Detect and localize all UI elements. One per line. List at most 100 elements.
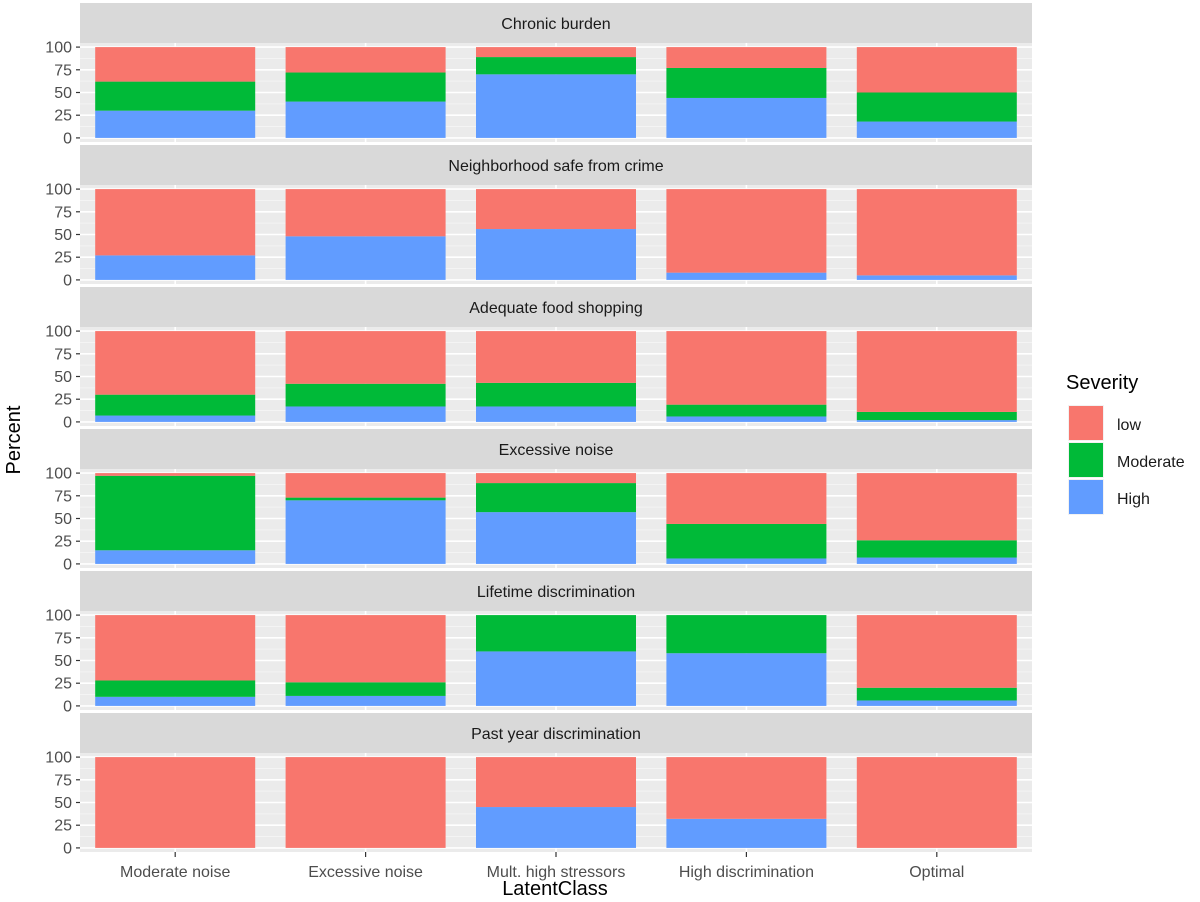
bar-segment-high-mult-high-stressors (476, 406, 636, 422)
facet-lifetime-discrimination: Lifetime discrimination 0 25 50 75 100 (45, 571, 1032, 715)
bar-segment-moderate-excessive-noise (285, 72, 446, 102)
x-tick-label-excessive-noise: Excessive noise (308, 864, 423, 881)
x-tick-label-moderate-noise: Moderate noise (120, 864, 230, 881)
legend: Severity low Moderate High (1066, 372, 1185, 515)
facet-excessive-noise: Excessive noise 0 25 50 75 100 (45, 429, 1032, 573)
facet-title: Past year discrimination (471, 726, 641, 743)
bar-segment-low-excessive-noise (285, 473, 446, 498)
facet-title: Neighborhood safe from crime (448, 158, 663, 175)
y-tick-label: 25 (54, 676, 72, 693)
bar-segment-moderate-moderate-noise (95, 680, 256, 697)
bar-segment-low-high-discrimination (666, 47, 827, 68)
y-tick-label: 100 (45, 182, 72, 199)
y-tick-label: 50 (54, 511, 72, 528)
y-tick-label: 25 (54, 250, 72, 267)
bar-segment-moderate-moderate-noise (95, 475, 256, 551)
y-tick-label: 75 (54, 488, 72, 505)
bar-segment-moderate-mult-high-stressors (476, 57, 636, 75)
bar-segment-high-excessive-noise (285, 236, 446, 280)
y-tick-label: 100 (45, 40, 72, 57)
bar-segment-low-moderate-noise (95, 331, 256, 395)
bar-segment-high-high-discrimination (666, 416, 827, 422)
y-tick-label: 0 (63, 698, 72, 715)
bar-segment-low-mult-high-stressors (476, 47, 636, 58)
legend-title: Severity (1066, 372, 1138, 394)
bar-segment-moderate-moderate-noise (95, 394, 256, 416)
y-tick-label: 50 (54, 653, 72, 670)
bar-segment-moderate-excessive-noise (285, 682, 446, 696)
y-axis-title: Percent (3, 405, 25, 474)
y-tick-label: 50 (54, 369, 72, 386)
bar-segment-high-excessive-noise (285, 406, 446, 422)
bar-segment-low-optimal (856, 47, 1017, 93)
bar-segment-high-high-discrimination (666, 818, 827, 848)
y-tick-label: 75 (54, 772, 72, 789)
bar-segment-low-optimal (856, 615, 1017, 688)
bar-segment-high-optimal (856, 557, 1017, 564)
bar-segment-high-moderate-noise (95, 110, 256, 138)
y-tick-label: 50 (54, 227, 72, 244)
bar-segment-low-excessive-noise (285, 189, 446, 237)
bar-segment-high-optimal (856, 700, 1017, 706)
legend-swatch-moderate (1069, 443, 1103, 477)
bar-segment-high-optimal (856, 420, 1017, 422)
bar-segment-low-moderate-noise (95, 189, 256, 256)
facet-title: Lifetime discrimination (477, 584, 635, 601)
bar-segment-high-high-discrimination (666, 272, 827, 280)
facet-title: Adequate food shopping (469, 300, 642, 317)
bar-segment-moderate-optimal (856, 540, 1017, 558)
y-tick-label: 25 (54, 818, 72, 835)
bar-segment-high-mult-high-stressors (476, 807, 636, 848)
bar-segment-high-moderate-noise (95, 255, 256, 280)
y-tick-label: 75 (54, 204, 72, 221)
y-tick-label: 75 (54, 62, 72, 79)
bar-segment-low-high-discrimination (666, 757, 827, 819)
bar-segment-low-moderate-noise (95, 473, 256, 476)
facet-title: Excessive noise (499, 442, 614, 459)
bar-segment-moderate-high-discrimination (666, 615, 827, 654)
bar-segment-moderate-optimal (856, 411, 1017, 421)
bar-segment-high-mult-high-stressors (476, 651, 636, 706)
facet-strip (80, 713, 1032, 753)
bar-segment-high-high-discrimination (666, 558, 827, 564)
bar-segment-high-optimal (856, 121, 1017, 138)
bar-segment-low-mult-high-stressors (476, 757, 636, 808)
bar-segment-high-excessive-noise (285, 500, 446, 564)
facet-past-year-discrimination: Past year discrimination 0 25 50 75 100 (45, 713, 1032, 857)
y-tick-label: 0 (63, 840, 72, 857)
bar-segment-low-moderate-noise (95, 757, 256, 848)
bar-segment-moderate-mult-high-stressors (476, 382, 636, 407)
bar-segment-moderate-high-discrimination (666, 67, 827, 98)
facet-strip (80, 287, 1032, 327)
bar-segment-high-mult-high-stressors (476, 512, 636, 564)
bar-segment-moderate-moderate-noise (95, 81, 256, 111)
facet-neighborhood-safe-from-crime: Neighborhood safe from crime 0 25 50 75 100 (45, 145, 1032, 289)
bar-segment-high-excessive-noise (285, 101, 446, 138)
bar-segment-low-mult-high-stressors (476, 189, 636, 230)
x-tick-label-optimal: Optimal (909, 864, 964, 881)
bar-segment-low-optimal (856, 189, 1017, 276)
y-tick-label: 25 (54, 392, 72, 409)
bar-segment-high-mult-high-stressors (476, 74, 636, 138)
facet-chronic-burden: Chronic burden 0 25 50 75 100 (45, 3, 1032, 147)
bar-segment-high-high-discrimination (666, 97, 827, 138)
facet-strip (80, 3, 1032, 43)
legend-label-high: High (1117, 491, 1150, 508)
bar-segment-low-moderate-noise (95, 615, 256, 681)
x-tick-label-mult-high-stressors: Mult. high stressors (487, 864, 626, 881)
y-tick-label: 100 (45, 608, 72, 625)
bar-segment-low-optimal (856, 331, 1017, 412)
legend-label-low: low (1117, 417, 1141, 434)
y-tick-label: 0 (63, 414, 72, 431)
y-tick-label: 25 (54, 108, 72, 125)
facet-adequate-food-shopping: Adequate food shopping 0 25 50 75 100 (45, 287, 1032, 431)
bar-segment-moderate-high-discrimination (666, 523, 827, 559)
bar-segment-low-high-discrimination (666, 189, 827, 273)
bar-segment-low-excessive-noise (285, 47, 446, 73)
y-tick-label: 0 (63, 556, 72, 573)
legend-label-moderate: Moderate (1117, 454, 1185, 471)
bar-segment-high-mult-high-stressors (476, 229, 636, 280)
bar-segment-low-excessive-noise (285, 615, 446, 683)
bar-segment-moderate-mult-high-stressors (476, 615, 636, 652)
